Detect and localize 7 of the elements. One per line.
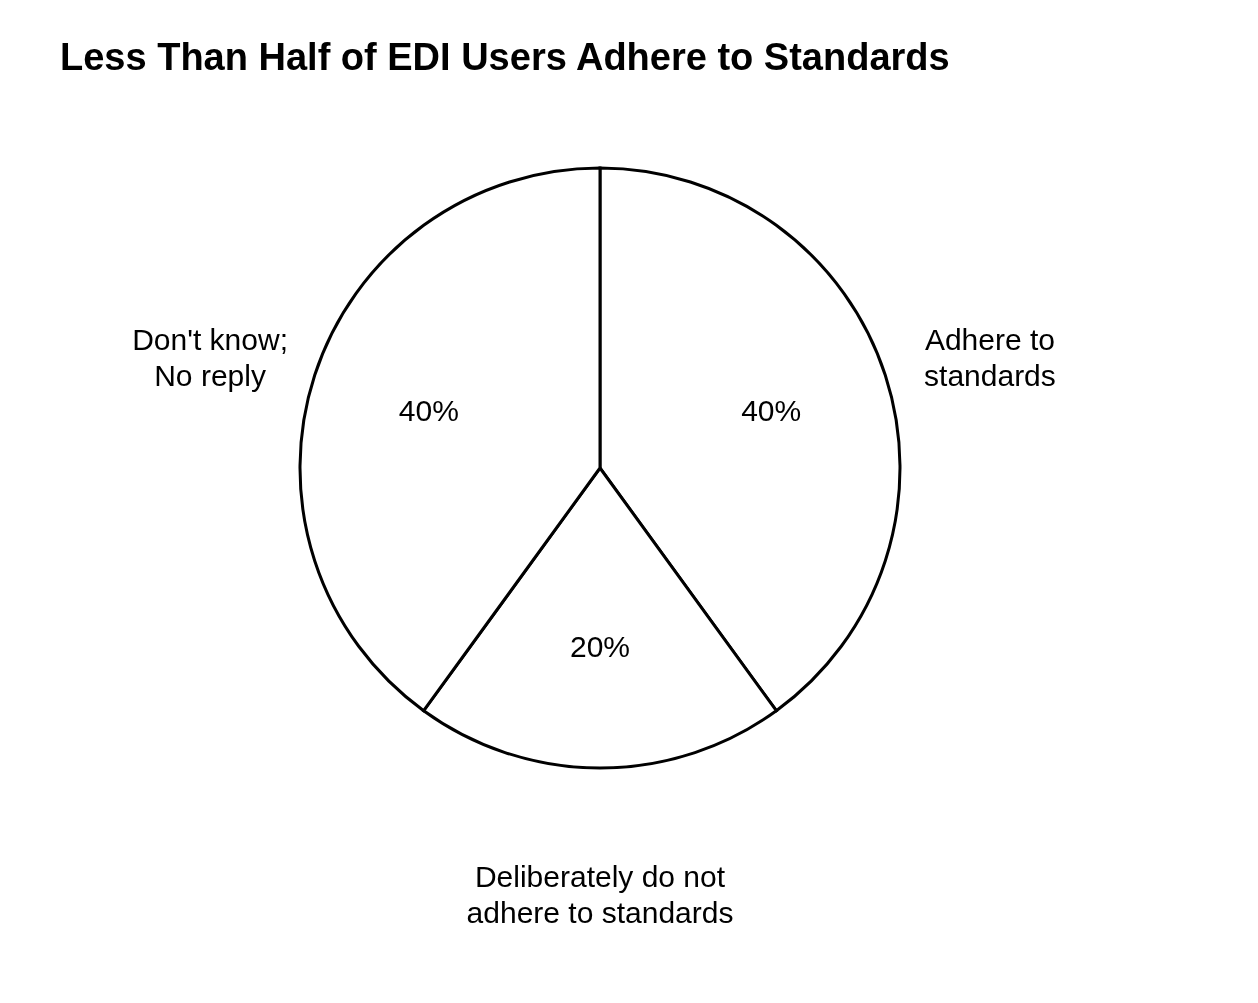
slice-label: Adhere to standards — [924, 323, 1056, 393]
chart-title: Less Than Half of EDI Users Adhere to Standards — [60, 36, 950, 78]
data-label: 20% — [569, 630, 631, 663]
slice-label: Deliberately do not adhere to standards — [466, 860, 734, 929]
slice-label: Don't know; No reply — [132, 323, 288, 393]
data-label: 40% — [398, 394, 459, 428]
data-label: 40% — [741, 394, 802, 428]
